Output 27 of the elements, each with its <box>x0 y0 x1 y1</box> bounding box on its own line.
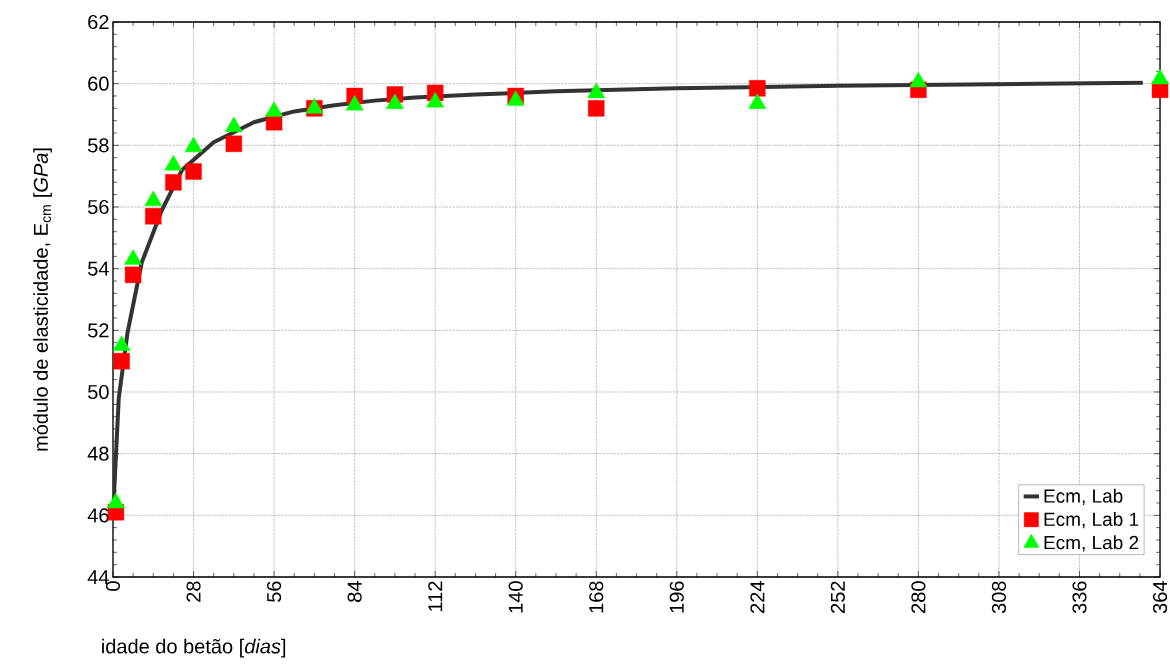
y-tick-label: 60 <box>88 76 109 91</box>
x-tick-label: 224 <box>750 581 765 613</box>
x-tick-label: 364 <box>1152 581 1168 614</box>
x-tick-label: 252 <box>830 581 845 613</box>
x-tick-label: 56 <box>267 581 282 602</box>
legend-label: Ecm, Lab 1 <box>1044 512 1139 529</box>
x-tick-label: 196 <box>669 581 684 613</box>
x-tick-label: 28 <box>186 581 201 602</box>
y-tick-label: 54 <box>88 261 109 276</box>
legend-label: Ecm, Lab 2 <box>1044 535 1139 552</box>
x-tick-label: 336 <box>1072 581 1087 614</box>
y-axis-title: módulo de elasticidade, E$_{cm}$ [GPa] <box>33 148 52 451</box>
x-tick-label: 308 <box>991 581 1007 614</box>
y-tick-label: 56 <box>88 199 109 215</box>
legend-label: Ecm, Lab <box>1044 488 1123 505</box>
x-tick-label: 168 <box>589 581 604 613</box>
x-tick-label: 140 <box>508 581 523 613</box>
y-tick-label: 52 <box>88 323 109 338</box>
y-tick-label: 46 <box>87 508 109 523</box>
x-tick-label: 280 <box>911 581 926 613</box>
y-tick-label: 50 <box>88 384 109 400</box>
x-tick-label: 84 <box>347 581 362 602</box>
y-tick-label: 62 <box>88 14 109 30</box>
y-tick-label: 48 <box>87 446 109 461</box>
x-axis-title: idade do betão [dias] <box>102 638 286 658</box>
y-tick-label: 58 <box>88 138 109 153</box>
x-tick-label: 112 <box>428 581 443 611</box>
